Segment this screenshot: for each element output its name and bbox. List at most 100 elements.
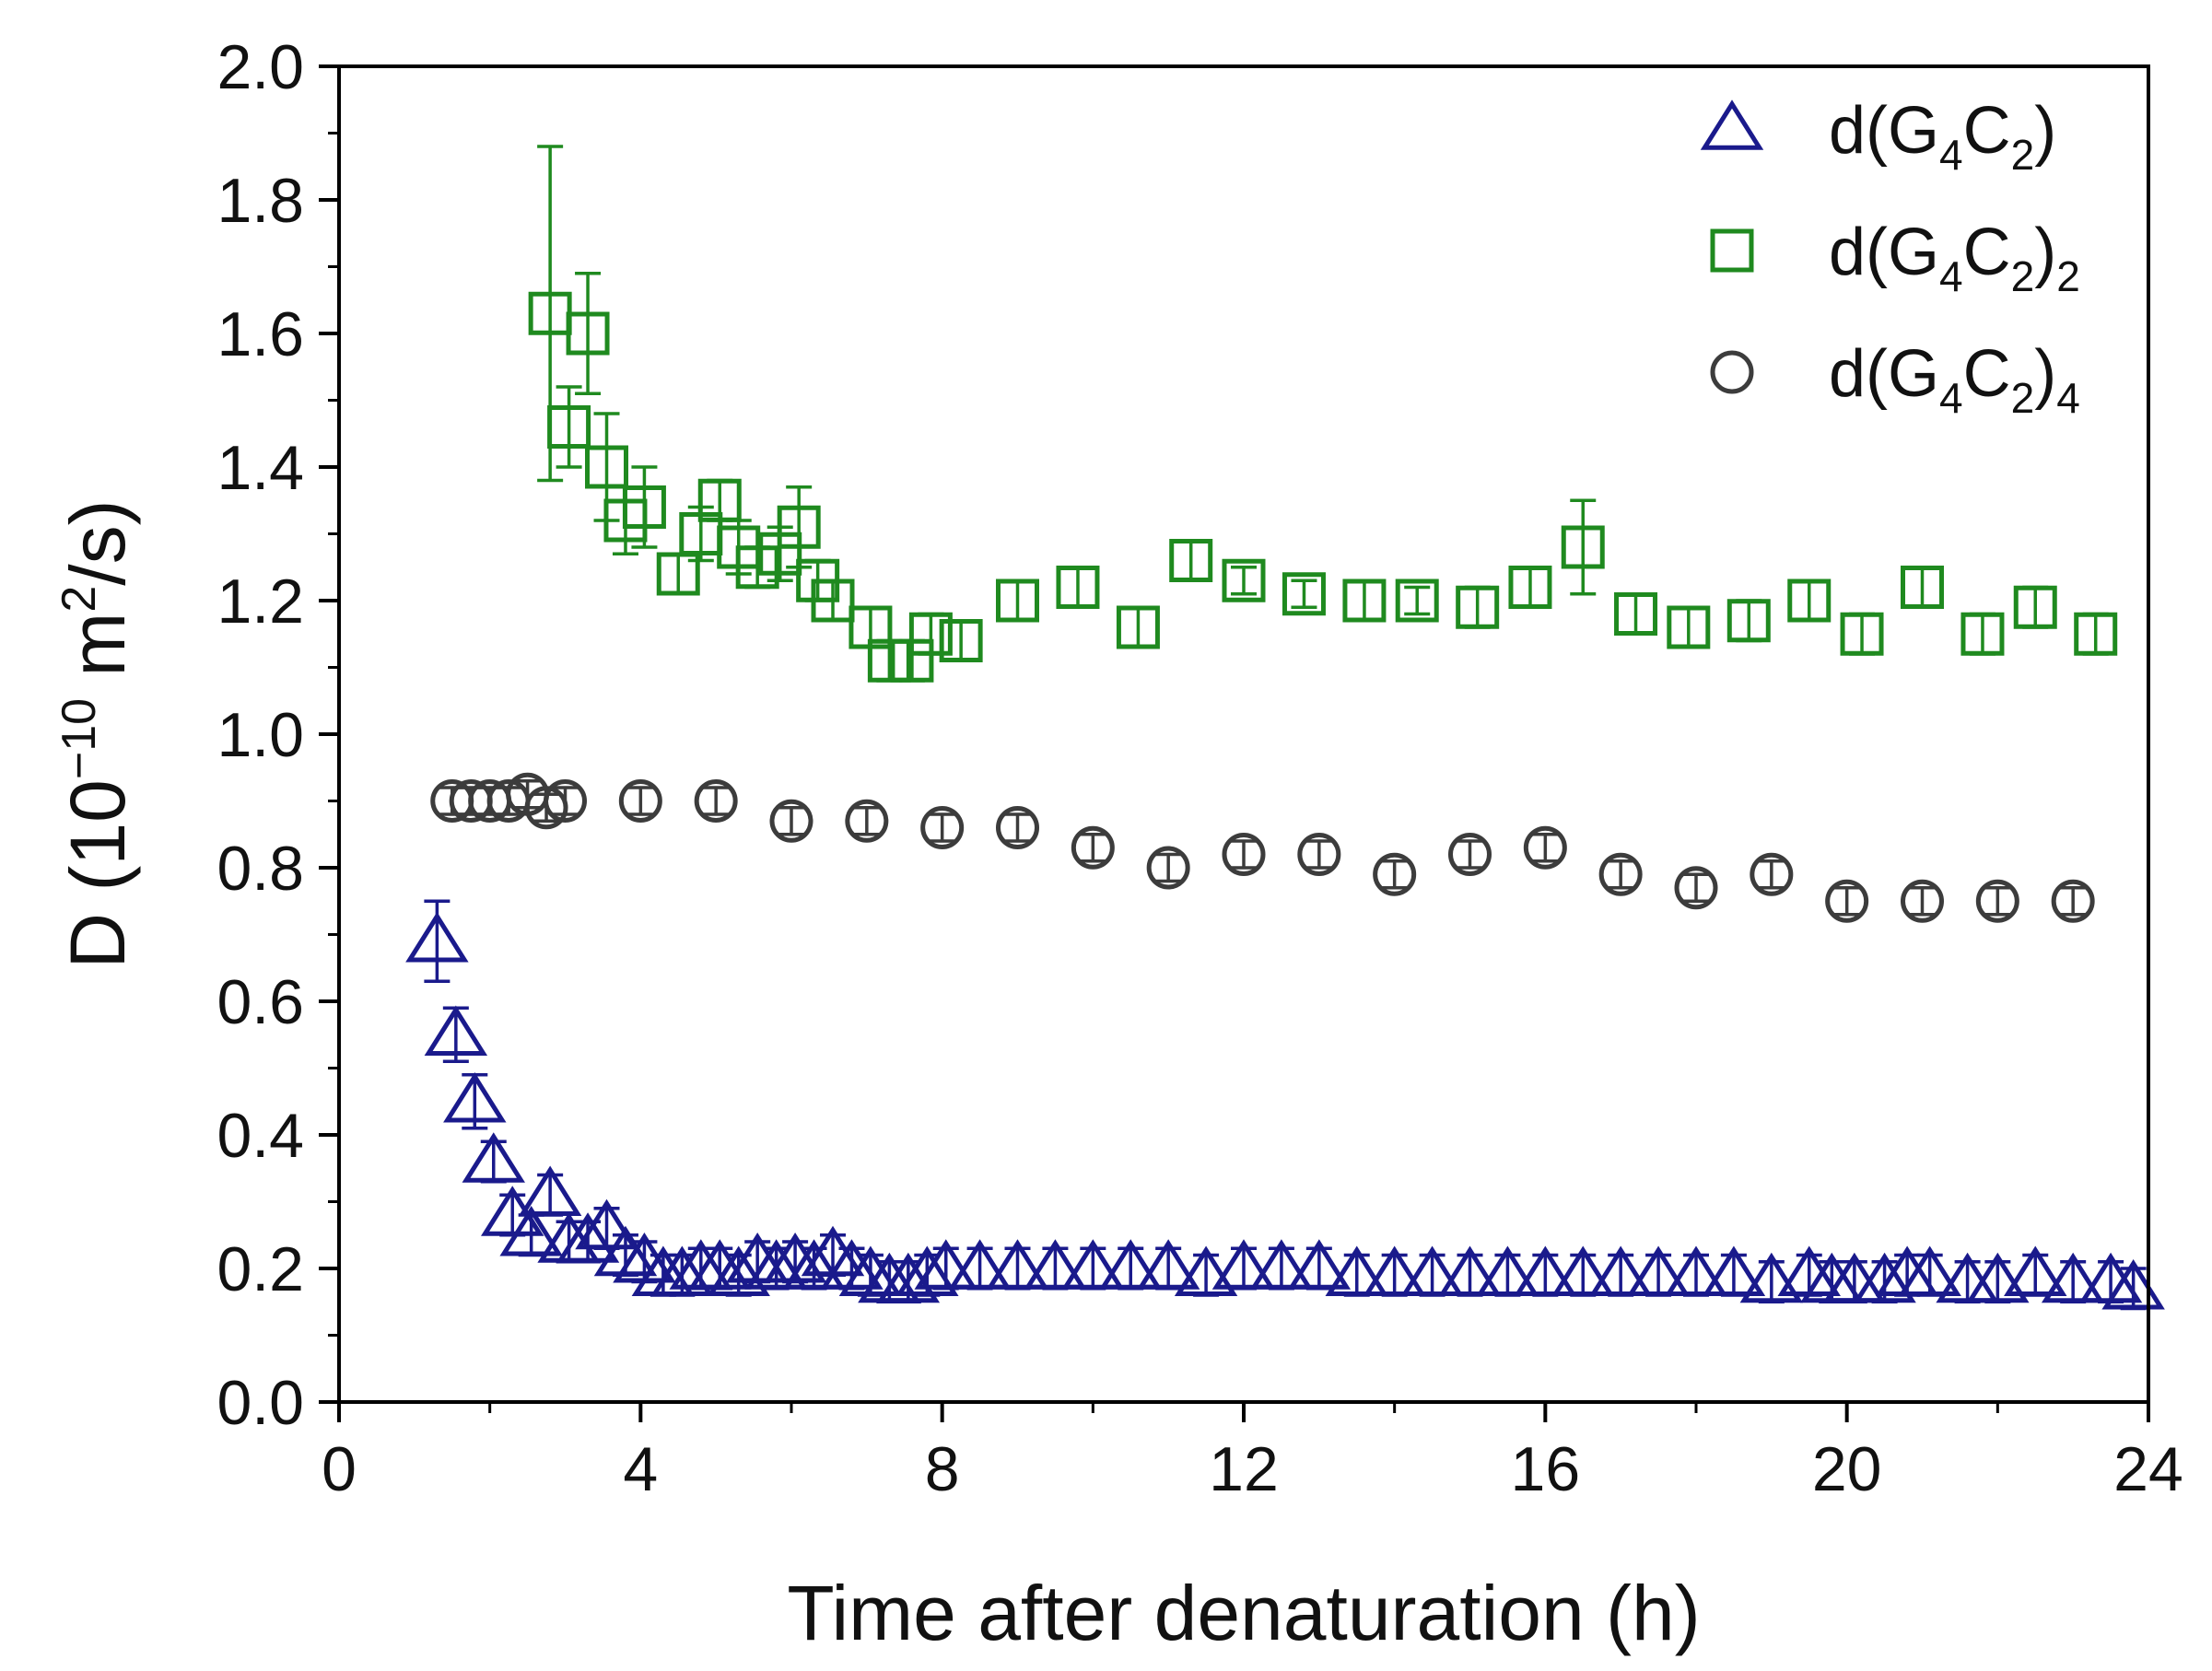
y-tick-label: 1.6 (217, 299, 304, 369)
data-point-triangle (707, 1245, 770, 1296)
data-point-triangle (575, 1198, 638, 1250)
legend-label-part: 2 (2011, 131, 2035, 179)
data-point-circle (2051, 879, 2095, 923)
data-point-triangle (820, 1239, 884, 1290)
data-point-square (777, 505, 821, 549)
data-point-triangle (1287, 1239, 1352, 1290)
legend-marker-triangle (1700, 99, 1764, 150)
data-point-square (939, 619, 983, 662)
data-point-square (697, 478, 742, 522)
data-point-square (585, 445, 629, 489)
data-point-square (2074, 612, 2118, 656)
data-point-square (867, 638, 911, 683)
y-axis-title-part: D (10 (54, 779, 141, 968)
data-point-triangle (744, 1239, 808, 1290)
y-axis-title-part: 2 (53, 586, 106, 613)
legend-label: d(G4C2) (1829, 94, 2056, 179)
y-axis-title-part: /s) (54, 499, 141, 585)
legend-label-part: d(G (1829, 216, 1939, 289)
data-point-triangle (462, 1132, 525, 1183)
legend-label-part: 4 (1939, 131, 1963, 179)
x-tick-label: 0 (322, 1434, 357, 1504)
data-point-circle (845, 799, 889, 843)
axes-layer: 0 4 8 12 16 20 240.00.20.40.60.81.01.21.41.61.… (53, 32, 2183, 1656)
data-point-triangle (1514, 1245, 1577, 1296)
data-point-triangle (986, 1239, 1049, 1290)
data-point-triangle (499, 1206, 563, 1256)
y-tick-label: 1.8 (217, 166, 304, 236)
data-point-circle (1901, 879, 1944, 923)
legend-label-part: 4 (2056, 374, 2080, 422)
data-point-triangle (1739, 1252, 1804, 1303)
data-point-triangle (556, 1212, 620, 1263)
data-point-triangle (2004, 1245, 2067, 1296)
data-point-square (1508, 566, 1552, 609)
data-point-square (1456, 585, 1500, 629)
data-point-square (1787, 578, 1832, 623)
x-tick-label: 8 (925, 1434, 960, 1504)
data-point-triangle (1211, 1239, 1276, 1290)
data-point-triangle (1476, 1245, 1539, 1296)
data-point-circle (1071, 825, 1115, 870)
data-point-square (1222, 558, 1266, 602)
data-point-triangle (1898, 1245, 1961, 1296)
data-point-square (1901, 566, 1944, 609)
data-point-triangle (518, 1165, 582, 1216)
data-point-square (996, 578, 1039, 623)
legend-label-part: C (1963, 216, 2011, 289)
legend-label-part: ) (2034, 216, 2056, 289)
data-point-circle (694, 779, 738, 823)
data-point-triangle (725, 1233, 790, 1283)
data-point-triangle (782, 1239, 846, 1290)
legend-marker-circle (1710, 350, 1754, 394)
data-point-square (1840, 612, 1884, 656)
legend-label-part: 4 (1939, 374, 1963, 422)
y-tick-label: 2.0 (217, 32, 304, 102)
data-point-circle (1825, 879, 1869, 923)
data-point-square (622, 485, 666, 529)
x-tick-label: 4 (623, 1434, 658, 1504)
legend-label-part: 2 (2011, 252, 2035, 300)
y-tick-label: 0.6 (217, 967, 304, 1037)
data-point-square (1282, 572, 1326, 616)
data-point-triangle (1249, 1239, 1314, 1290)
data-point-circle (1523, 825, 1567, 870)
y-tick-label: 1.0 (217, 700, 304, 770)
y-tick-label: 0.2 (217, 1234, 304, 1304)
data-point-triangle (424, 1005, 488, 1056)
data-point-square (1667, 605, 1711, 649)
data-point-triangle (763, 1233, 827, 1283)
data-point-triangle (1363, 1245, 1426, 1296)
x-axis-title: Time after denaturation (h) (787, 1570, 1700, 1656)
data-point-triangle (1822, 1252, 1887, 1303)
legend-marker-square (1710, 228, 1754, 273)
data-point-triangle (1702, 1245, 1766, 1296)
legend-label-part: 2 (2011, 374, 2035, 422)
series-layer (405, 145, 2165, 1311)
data-point-circle (1674, 866, 1718, 910)
data-point-circle (1222, 833, 1266, 876)
y-tick-label: 1.2 (217, 567, 304, 637)
series-triangle (405, 899, 2165, 1311)
data-point-triangle (1400, 1245, 1464, 1296)
data-point-square (1395, 578, 1439, 623)
data-point-triangle (1966, 1252, 2030, 1303)
series-square (528, 145, 2118, 683)
data-point-triangle (1136, 1239, 1200, 1290)
legend-label-part: ) (2034, 337, 2056, 411)
y-axis-title-part: m (54, 613, 141, 698)
data-point-triangle (1936, 1252, 1999, 1303)
data-point-triangle (1626, 1245, 1691, 1296)
legend-label: d(G4C2)4 (1829, 337, 2080, 422)
data-point-square (656, 552, 700, 596)
data-point-triangle (838, 1245, 903, 1296)
data-point-triangle (1061, 1239, 1125, 1290)
data-point-circle (769, 799, 813, 843)
data-point-triangle (688, 1239, 752, 1290)
x-tick-label: 20 (1812, 1434, 1882, 1504)
data-point-circle (618, 779, 662, 823)
data-point-square (1726, 599, 1771, 643)
x-tick-label: 24 (2113, 1434, 2183, 1504)
data-point-triangle (1551, 1245, 1615, 1296)
data-point-circle (544, 779, 587, 823)
